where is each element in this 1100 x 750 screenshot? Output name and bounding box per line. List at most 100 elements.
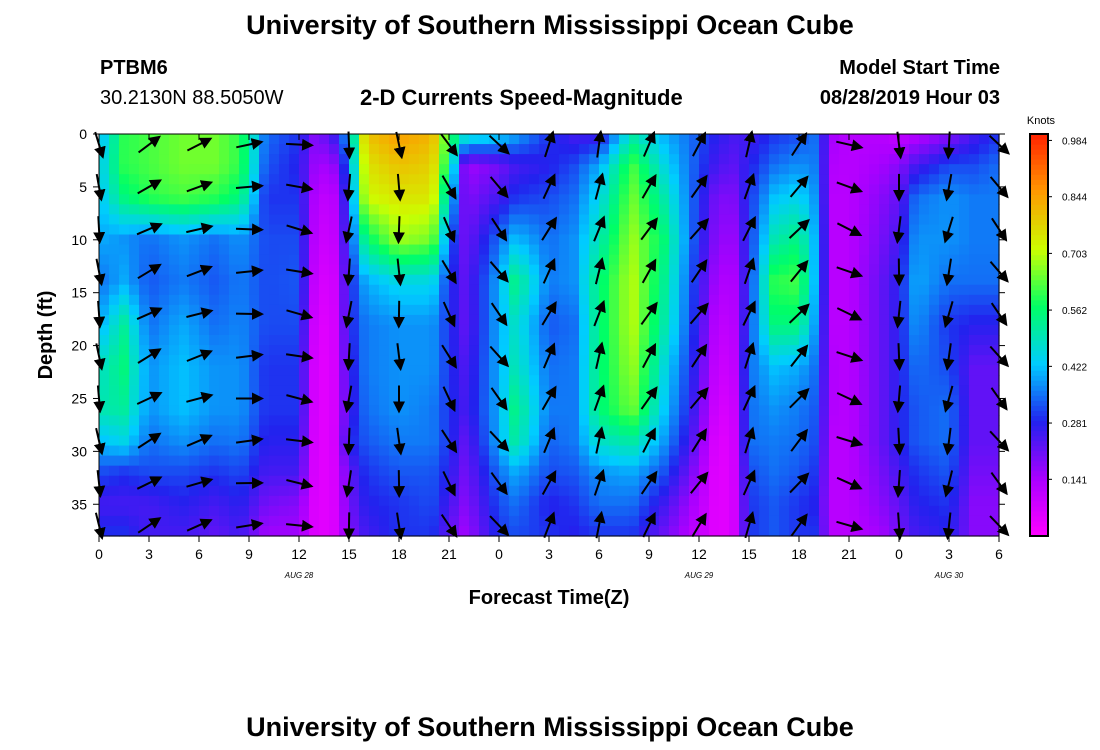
heatmap-cell <box>759 335 770 346</box>
heatmap-cell <box>719 445 730 457</box>
current-arrow <box>137 179 163 195</box>
current-arrow <box>393 343 406 372</box>
heatmap-cell <box>189 405 200 416</box>
current-arrow <box>186 137 213 152</box>
heatmap-cell <box>859 174 870 185</box>
current-arrow <box>491 217 508 242</box>
heatmap-cell <box>379 264 390 276</box>
heatmap-cell <box>869 164 880 175</box>
heatmap-cell <box>159 435 170 447</box>
heatmap-cell <box>969 264 980 276</box>
heatmap-cell <box>279 234 290 246</box>
heatmap-cell <box>369 395 380 406</box>
heatmap-cell <box>249 144 260 155</box>
heatmap-cell <box>559 415 570 427</box>
x-tick-label: 18 <box>791 546 807 562</box>
colorbar-segment <box>1030 189 1048 195</box>
heatmap-cell <box>979 525 990 537</box>
heatmap-cell <box>779 495 790 507</box>
heatmap-cell <box>349 314 360 326</box>
heatmap-cell <box>949 244 960 256</box>
heatmap-cell <box>469 405 480 416</box>
heatmap-cell <box>859 144 870 155</box>
heatmap-cell <box>489 485 500 497</box>
heatmap-cell <box>689 505 700 517</box>
heatmap-cell <box>419 405 430 416</box>
current-arrow <box>138 135 161 154</box>
heatmap-cell <box>719 324 730 336</box>
current-arrow <box>489 515 510 537</box>
current-arrow <box>836 435 864 448</box>
heatmap-cell <box>529 525 540 537</box>
heatmap-cell <box>809 345 820 356</box>
heatmap-cell <box>179 304 190 316</box>
heatmap-cell <box>169 395 180 406</box>
heatmap-cell <box>409 194 420 205</box>
heatmap-cell <box>839 274 850 286</box>
heatmap-cell <box>759 154 770 165</box>
heatmap-cell <box>239 314 250 326</box>
heatmap-cell <box>819 515 830 527</box>
heatmap-cell <box>169 375 180 386</box>
heatmap-cell <box>759 375 770 386</box>
heatmap-cell <box>429 445 440 457</box>
heatmap-cell <box>449 385 460 396</box>
heatmap-cell <box>769 214 780 226</box>
heatmap-cell <box>139 525 150 537</box>
heatmap-cell <box>929 224 940 236</box>
heatmap-cell <box>919 345 930 356</box>
heatmap-cell <box>629 365 640 376</box>
heatmap-cell <box>759 355 770 366</box>
heatmap-cell <box>679 224 690 236</box>
heatmap-cell <box>149 525 160 537</box>
current-arrow <box>186 476 214 489</box>
heatmap-cell <box>629 254 640 266</box>
heatmap-cell <box>589 365 600 376</box>
heatmap-cell <box>149 405 160 416</box>
heatmap-cell <box>619 154 630 165</box>
heatmap-cell <box>209 214 220 226</box>
heatmap-cell <box>259 435 270 447</box>
heatmap-cell <box>339 144 350 155</box>
heatmap-cell <box>339 324 350 336</box>
heatmap-cell <box>319 405 330 416</box>
heatmap-cell <box>459 224 470 236</box>
heatmap-cell <box>359 294 370 306</box>
heatmap-cell <box>949 355 960 366</box>
heatmap-cell <box>239 244 250 256</box>
heatmap-cell <box>489 425 500 437</box>
heatmap-cell <box>659 395 670 406</box>
heatmap-cell <box>239 264 250 276</box>
heatmap-cell <box>919 375 930 386</box>
heatmap-cell <box>479 314 490 326</box>
heatmap-cell <box>469 445 480 457</box>
heatmap-cell <box>239 465 250 477</box>
heatmap-cell <box>489 475 500 487</box>
heatmap-cell <box>349 224 360 236</box>
heatmap-cell <box>619 164 630 175</box>
heatmap-cell <box>349 194 360 205</box>
heatmap-cell <box>289 174 300 185</box>
heatmap-cell <box>729 385 740 396</box>
heatmap-cell <box>689 405 700 416</box>
heatmap-cell <box>259 355 270 366</box>
heatmap-cell <box>939 455 950 467</box>
heatmap-cell <box>189 375 200 386</box>
heatmap-cell <box>819 174 830 185</box>
heatmap-cell <box>559 485 570 497</box>
heatmap-cell <box>879 335 890 346</box>
heatmap-cell <box>549 365 560 376</box>
heatmap-cell <box>809 324 820 336</box>
heatmap-cell <box>649 485 660 497</box>
heatmap-cell <box>389 465 400 477</box>
heatmap-cell <box>759 505 770 517</box>
heatmap-cell <box>419 204 430 215</box>
heatmap-cell <box>749 234 760 246</box>
heatmap-cell <box>169 505 180 517</box>
heatmap-cell <box>959 425 970 437</box>
heatmap-cell <box>379 435 390 447</box>
heatmap-cell <box>499 465 510 477</box>
heatmap-cell <box>669 284 680 296</box>
heatmap-cell <box>869 445 880 457</box>
heatmap-cell <box>489 214 500 226</box>
